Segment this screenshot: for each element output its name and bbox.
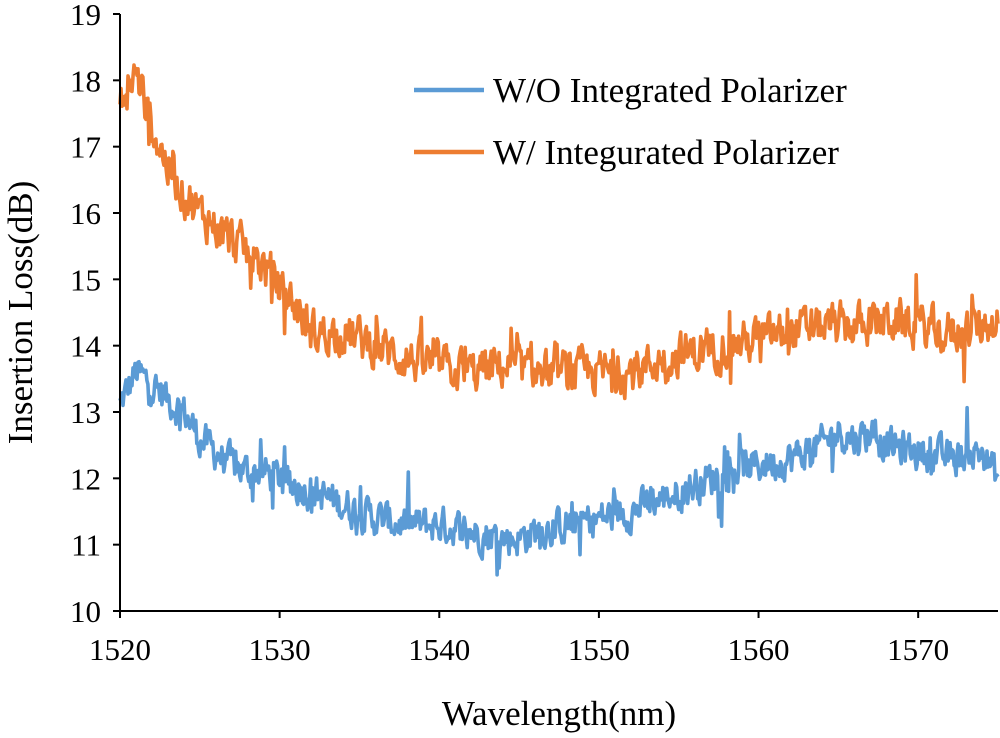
y-tick-label: 14 <box>70 329 102 364</box>
y-tick-label: 18 <box>70 63 101 98</box>
x-tick-label: 1560 <box>728 632 790 667</box>
x-tick-label: 1570 <box>887 632 949 667</box>
y-tick-label: 16 <box>70 196 101 231</box>
y-tick-label: 13 <box>70 395 101 430</box>
x-tick-label: 1530 <box>249 632 311 667</box>
legend-label: W/ Integurated Polarizer <box>493 133 839 172</box>
series-layer <box>118 63 1000 577</box>
x-tick-labels: 1520 1530 1540 1550 1560 1570 <box>89 611 949 667</box>
y-tick-label: 11 <box>71 528 101 563</box>
y-tick-label: 12 <box>70 461 101 496</box>
y-tick-label: 15 <box>70 262 101 297</box>
series-line <box>118 63 1000 401</box>
x-tick-label: 1520 <box>89 632 151 667</box>
x-tick-label: 1540 <box>408 632 470 667</box>
x-axis-title: Wavelength(nm) <box>442 694 676 733</box>
y-tick-label: 19 <box>70 0 101 32</box>
legend: W/O Integrated Polarizer W/ Integurated P… <box>414 71 847 172</box>
y-axis-title: Insertion Loss(dB) <box>1 181 40 444</box>
y-tick-label: 17 <box>70 130 101 165</box>
series-line <box>118 359 1000 577</box>
y-tick-label: 10 <box>70 594 101 629</box>
axes <box>119 14 998 612</box>
x-tick-label: 1550 <box>568 632 630 667</box>
y-tick-labels: 10 11 12 13 14 15 16 17 18 19 <box>70 0 120 629</box>
legend-label: W/O Integrated Polarizer <box>493 71 847 110</box>
